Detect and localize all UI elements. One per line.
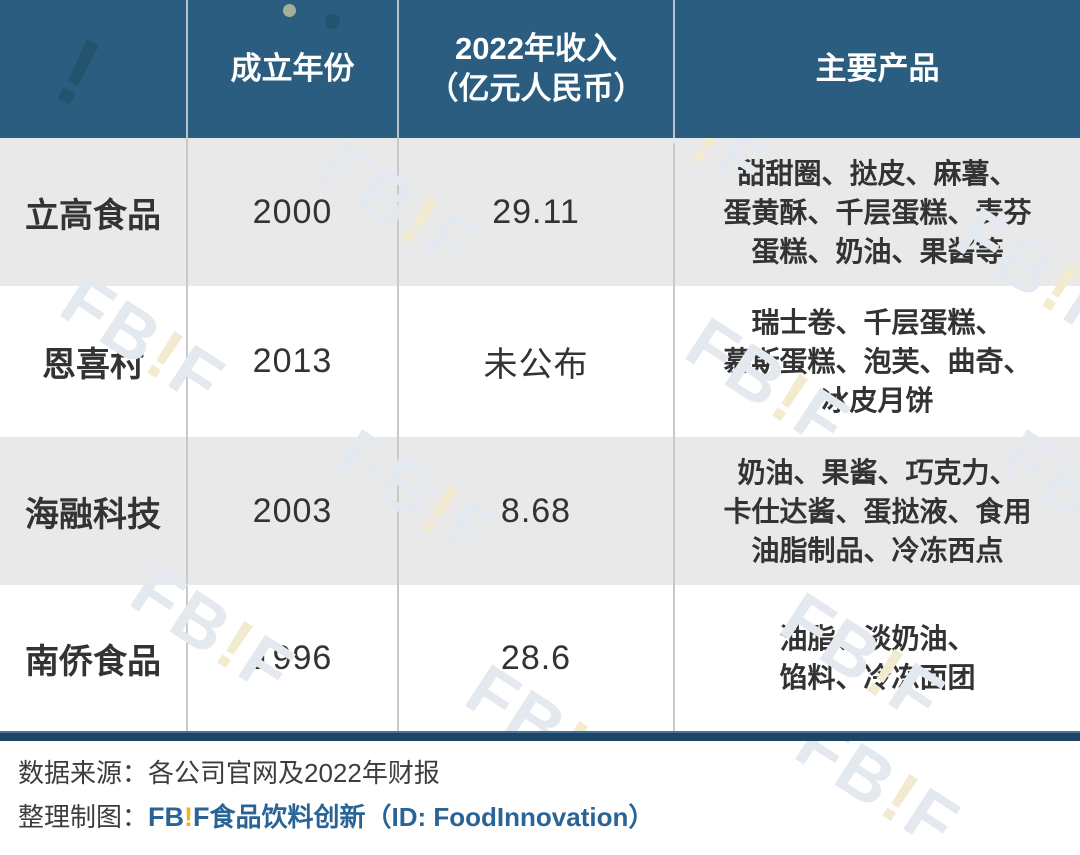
founded-year: 2013: [252, 342, 333, 380]
products-cell: 奶油、果酱、巧克力、 卡仕达酱、蛋挞液、食用 油脂制品、冷冻西点: [673, 437, 1080, 585]
decorative-dot: [325, 14, 340, 29]
table-row: 南侨食品 1996 28.6 油脂、淡奶油、 馅料、冷冻面团: [0, 585, 1080, 731]
revenue-cell: 29.11: [397, 138, 673, 286]
founded-cell: 2013: [186, 286, 397, 437]
header-cell-products: 主要产品: [673, 0, 1080, 138]
products-cell: 甜甜圈、挞皮、麻薯、 蛋黄酥、千层蛋糕、麦芬 蛋糕、奶油、果酱等: [673, 138, 1080, 286]
founded-cell: 2000: [186, 138, 397, 286]
company-name: 南侨食品: [25, 642, 161, 681]
table-row: 立高食品 2000 29.11 甜甜圈、挞皮、麻薯、 蛋黄酥、千层蛋糕、麦芬 蛋糕、…: [0, 138, 1080, 286]
revenue-cell: 未公布: [397, 286, 673, 437]
header-cell-founded: 成立年份: [186, 0, 397, 138]
products-text: 瑞士卷、千层蛋糕、 慕斯蛋糕、泡芙、曲奇、 冰皮月饼: [723, 307, 1032, 416]
table-row: 恩喜村 2013 未公布 瑞士卷、千层蛋糕、 慕斯蛋糕、泡芙、曲奇、 冰皮月饼: [0, 286, 1080, 437]
founded-cell: 1996: [186, 585, 397, 731]
products-text: 油脂、淡奶油、 馅料、冷冻面团: [779, 623, 976, 693]
products-text: 奶油、果酱、巧克力、 卡仕达酱、蛋挞液、食用 油脂制品、冷冻西点: [723, 456, 1032, 566]
company-cell: 立高食品: [0, 138, 186, 286]
company-cell: 海融科技: [0, 437, 186, 585]
fbif-logo: FB!F: [148, 802, 210, 832]
products-cell: 瑞士卷、千层蛋糕、 慕斯蛋糕、泡芙、曲奇、 冰皮月饼: [673, 286, 1080, 437]
table-header: 成立年份 2022年收入 （亿元人民币） 主要产品 !: [0, 0, 1080, 138]
company-name: 立高食品: [25, 196, 161, 235]
decorative-dot: [283, 4, 296, 17]
bottom-accent-bar: [0, 731, 1080, 741]
products-cell: 油脂、淡奶油、 馅料、冷冻面团: [673, 585, 1080, 731]
fbif-logo-bang: !: [184, 802, 194, 832]
revenue-cell: 8.68: [397, 437, 673, 585]
revenue-value: 29.11: [492, 192, 580, 231]
header-founded-label: 成立年份: [230, 50, 355, 86]
revenue-value: 8.68: [500, 491, 572, 530]
brand-name: 食品饮料创新（ID: FoodInnovation）: [209, 802, 655, 832]
footer: 数据来源：各公司官网及2022年财报 整理制图： FB!F 食品饮料创新（ID: F…: [0, 741, 1080, 835]
header-revenue-label: 2022年收入 （亿元人民币）: [427, 30, 645, 106]
credit-note: 整理制图： FB!F 食品饮料创新（ID: FoodInnovation）: [18, 799, 1080, 835]
company-name: 恩喜村: [42, 346, 144, 384]
founded-year: 1996: [252, 638, 333, 677]
founded-cell: 2003: [186, 437, 397, 585]
company-name: 海融科技: [25, 495, 161, 534]
company-cell: 恩喜村: [0, 286, 186, 437]
products-text: 甜甜圈、挞皮、麻薯、 蛋黄酥、千层蛋糕、麦芬 蛋糕、奶油、果酱等: [723, 157, 1032, 267]
data-source-note: 数据来源：各公司官网及2022年财报: [18, 758, 440, 788]
revenue-cell: 28.6: [397, 585, 673, 731]
revenue-value: 28.6: [500, 638, 572, 677]
credit-label: 整理制图：: [18, 802, 149, 832]
founded-year: 2000: [252, 192, 333, 231]
header-cell-revenue: 2022年收入 （亿元人民币）: [397, 0, 673, 138]
header-products-label: 主要产品: [815, 50, 940, 86]
company-cell: 南侨食品: [0, 585, 186, 731]
revenue-value: 未公布: [483, 346, 589, 384]
table-body: 立高食品 2000 29.11 甜甜圈、挞皮、麻薯、 蛋黄酥、千层蛋糕、麦芬 蛋糕、…: [0, 138, 1080, 731]
founded-year: 2003: [252, 491, 333, 530]
table-row: 海融科技 2003 8.68 奶油、果酱、巧克力、 卡仕达酱、蛋挞液、食用 油脂制品…: [0, 437, 1080, 585]
